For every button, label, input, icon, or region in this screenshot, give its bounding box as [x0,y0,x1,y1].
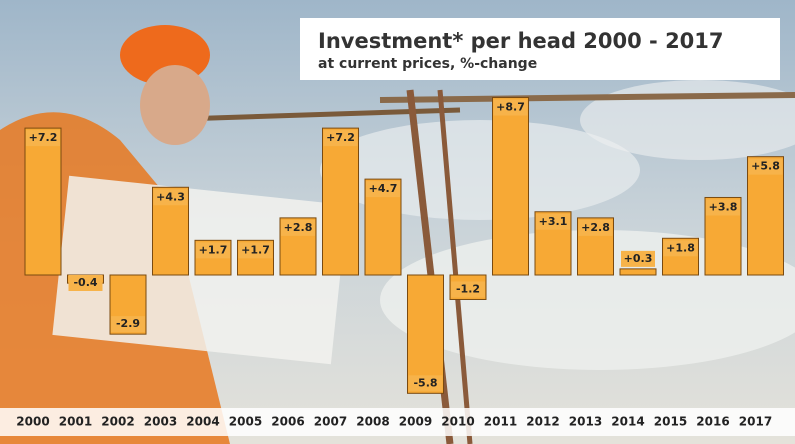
value-label-box [366,181,400,198]
chart-subtitle: at current prices, %-change [318,56,537,72]
x-tick-label: 2012 [526,415,559,429]
value-label: +8.7 [496,101,525,114]
value-label: -1.2 [456,282,480,295]
value-label-box [706,199,740,216]
x-tick-label: 2016 [696,415,729,429]
bar [322,127,359,276]
value-label-box [578,219,613,236]
value-label-box [238,242,273,259]
value-label: +5.8 [751,160,780,173]
x-tick-label: 2004 [186,415,219,429]
value-label-box [111,316,145,333]
value-label-box [748,158,783,175]
x-tick-label: 2001 [59,415,92,429]
bar [747,156,784,276]
bar [619,268,657,276]
bar [24,127,62,276]
value-label-box [536,213,570,230]
value-label-box [323,130,358,147]
title-box [300,18,780,80]
x-tick-label: 2014 [611,415,644,429]
value-label: +4.3 [156,190,185,203]
x-tick-label: 2000 [16,415,49,429]
x-tick-label: 2006 [271,415,304,429]
value-label-box [26,130,60,147]
value-label: +3.1 [539,215,568,228]
value-label: -2.9 [116,317,140,330]
x-tick-label: 2003 [144,415,177,429]
value-label-box [451,281,485,298]
value-label: +4.7 [369,182,398,195]
value-label-box [493,99,528,116]
value-label: -0.4 [73,276,97,289]
value-label: -5.8 [413,376,437,389]
bar [492,97,529,276]
value-label: +1.8 [666,241,695,254]
value-label: +7.2 [29,131,58,144]
value-label: +1.7 [199,243,228,256]
bar [407,274,444,394]
x-tick-label: 2017 [739,415,772,429]
value-label: +0.3 [624,252,653,265]
x-tick-label: 2005 [229,415,262,429]
value-label-box [153,189,188,206]
value-label: +2.8 [284,221,313,234]
value-label-box [196,242,230,259]
value-label-box [68,275,103,291]
x-tick-label: 2007 [314,415,347,429]
value-label-box [621,250,655,267]
x-tick-label: 2011 [484,415,517,429]
value-label-box [663,240,698,257]
value-label: +7.2 [326,131,355,144]
value-label: +3.8 [709,200,738,213]
x-tick-label: 2002 [101,415,134,429]
chart-title: Investment* per head 2000 - 2017 [318,29,724,53]
value-label: +1.7 [241,243,270,256]
value-label-box [408,375,443,392]
x-tick-label: 2013 [569,415,602,429]
value-label-box [281,219,315,236]
value-label: +2.8 [581,221,610,234]
x-tick-label: 2008 [356,415,389,429]
x-tick-label: 2009 [399,415,432,429]
x-tick-label: 2015 [654,415,687,429]
x-tick-label: 2010 [441,415,474,429]
